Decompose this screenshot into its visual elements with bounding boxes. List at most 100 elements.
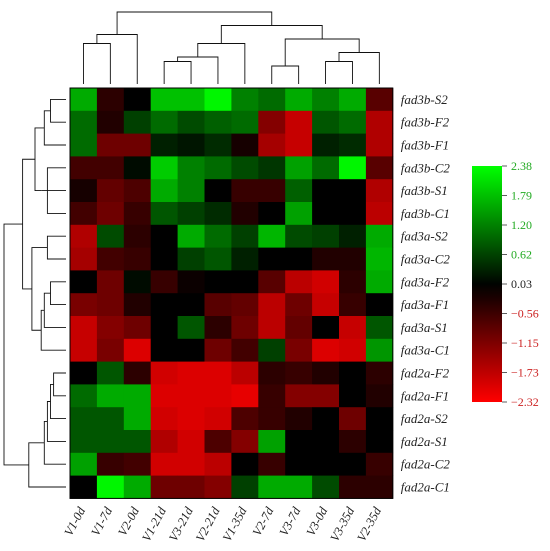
heatmap-cell-fad3b-C1-V2-0d	[123, 202, 152, 226]
column-dendrogram-link-5	[271, 65, 300, 84]
heatmap-cell-fad3b-S2-V2-35d	[365, 88, 394, 112]
column-label-V3-7d: V3-7d	[277, 504, 304, 538]
row-dendrogram-link-10	[22, 158, 35, 290]
row-label-fad3b-S2: fad3b-S2	[401, 92, 448, 107]
heatmap-cell-fad3b-S2-V3-0d	[312, 88, 340, 112]
color-scale-legend: 2.38 1.79 1.20 0.62 0.03 −0.56 −1.15 −1.73 −2.32	[472, 159, 539, 409]
heatmap-cell-fad3b-F2-V3-21d	[177, 110, 205, 134]
column-label-V1-7d: V1-7d	[88, 504, 115, 538]
heatmap-cell-fad2a-C1-V1-35d	[231, 475, 259, 499]
heatmap-cell-fad3b-S1-V3-21d	[177, 179, 205, 203]
column-label-V3-35d: V3-35d	[328, 504, 358, 544]
heatmap-cell-fad2a-S1-V3-35d	[339, 430, 367, 454]
color-scale-tick-label: 0.62	[511, 248, 532, 262]
heatmap-cell-fad2a-C1-V2-7d	[258, 475, 286, 499]
heatmap-cell-fad3b-S1-V1-7d	[96, 179, 125, 203]
column-label-V1-0d: V1-0d	[62, 504, 89, 538]
row-label-fad3b-F2: fad3b-F2	[401, 115, 450, 130]
heatmap-cell-fad2a-F2-V2-0d	[123, 361, 152, 385]
heatmap-cell-fad3a-S2-V1-35d	[231, 224, 259, 248]
heatmap-cell-fad3b-F1-V2-35d	[365, 133, 394, 157]
heatmap-cell-fad3a-C2-V3-21d	[177, 247, 205, 271]
color-scale-tick-label: 2.38	[511, 159, 532, 173]
heatmap-cell-fad3a-C2-V3-0d	[312, 247, 340, 271]
color-scale-bar	[472, 166, 502, 402]
heatmap-cell-fad3b-S2-V1-35d	[231, 88, 259, 112]
column-dendrogram-link-6	[325, 61, 353, 84]
heatmap-cell-fad3a-S1-V2-35d	[365, 316, 394, 340]
heatmap-cell-fad3b-F1-V3-0d	[312, 133, 340, 157]
heatmap-cell-fad3b-F1-V2-7d	[258, 133, 286, 157]
row-dendrogram-link-6	[50, 281, 66, 306]
heatmap-cell-fad3a-C1-V2-0d	[123, 338, 152, 362]
heatmap-cell-fad3a-C1-V1-21d	[150, 338, 178, 362]
heatmap-cell-fad2a-C2-V3-21d	[177, 452, 205, 476]
heatmap-cell-fad3a-S2-V1-7d	[96, 224, 125, 248]
heatmap-cell-fad3b-C1-V1-0d	[70, 202, 98, 226]
heatmap-cell-fad2a-F1-V3-0d	[312, 384, 340, 408]
heatmap-cell-fad3a-S2-V3-0d	[312, 224, 340, 248]
heatmap-cell-fad3b-S2-V3-21d	[177, 88, 205, 112]
heatmap-cell-fad2a-S1-V1-35d	[231, 430, 259, 454]
heatmap-cell-fad3a-S1-V3-35d	[339, 316, 367, 340]
heatmap-cell-fad2a-F1-V3-21d	[177, 384, 205, 408]
row-dendrogram-link-9	[31, 247, 48, 331]
heatmap-cell-fad2a-S2-V3-0d	[312, 407, 340, 431]
row-label-fad3a-C1: fad3a-C1	[401, 343, 450, 358]
heatmap-cell-fad3a-C1-V2-35d	[365, 338, 394, 362]
heatmap-cell-fad2a-S2-V2-7d	[258, 407, 286, 431]
heatmap-cell-fad3b-F1-V1-21d	[150, 133, 178, 157]
column-dendrogram-link-7	[338, 52, 380, 84]
column-label-V2-21d: V2-21d	[193, 504, 223, 544]
heatmap-cell-fad3a-F1-V3-35d	[339, 293, 367, 317]
heatmap-cell-fad3a-C1-V3-21d	[177, 338, 205, 362]
heatmap-cell-fad2a-F1-V1-35d	[231, 384, 259, 408]
row-label-fad3a-S1: fad3a-S1	[401, 320, 448, 335]
heatmap-cell-fad3b-F2-V1-7d	[96, 110, 125, 134]
heatmap-cell-fad3b-F1-V3-21d	[177, 133, 205, 157]
heatmap-cell-fad2a-C1-V3-7d	[285, 475, 313, 499]
heatmap-cell-fad3a-F2-V2-21d	[204, 270, 232, 294]
row-dendrogram-link-1	[43, 110, 66, 146]
heatmap-cell-fad3a-S2-V1-21d	[150, 224, 178, 248]
heatmap-cell-fad3a-F2-V1-0d	[70, 270, 98, 294]
row-dendrogram	[3, 98, 66, 488]
heatmap-cell-fad3b-C1-V3-21d	[177, 202, 205, 226]
row-dendrogram-link-0	[50, 98, 66, 123]
heatmap-cell-fad3a-C2-V1-0d	[70, 247, 98, 271]
heatmap-cell-fad3b-F2-V3-7d	[285, 110, 313, 134]
color-scale-tick-label: −1.15	[511, 336, 539, 350]
row-label-fad3a-S2: fad3a-S2	[401, 229, 448, 244]
heatmap-cell-fad3b-C2-V2-7d	[258, 156, 286, 180]
column-label-V2-35d: V2-35d	[354, 504, 384, 544]
row-labels: fad3b-S2 fad3b-F2 fad3b-F1 fad3b-C2 fad3b-S1…	[401, 92, 451, 495]
row-label-fad2a-S1: fad2a-S1	[401, 434, 448, 449]
color-scale-tick-label: 1.79	[511, 189, 532, 203]
heatmap-cell-fad2a-C1-V2-0d	[123, 475, 152, 499]
heatmap-cell-fad2a-S2-V2-21d	[204, 407, 232, 431]
heatmap-cell-fad3a-F2-V1-21d	[150, 270, 178, 294]
heatmap-cell-fad2a-C2-V1-0d	[70, 452, 98, 476]
heatmap-cell-fad3a-F2-V1-35d	[231, 270, 259, 294]
heatmap-cell-fad2a-F1-V3-35d	[339, 384, 367, 408]
heatmap-cell-fad3a-F2-V3-7d	[285, 270, 313, 294]
heatmap-cell-fad3b-F2-V1-21d	[150, 110, 178, 134]
heatmap-cell-fad2a-F2-V2-35d	[365, 361, 394, 385]
row-label-fad3a-F2: fad3a-F2	[401, 274, 450, 289]
column-dendrogram-link-1	[96, 34, 138, 84]
heatmap-cell-fad2a-S2-V3-35d	[339, 407, 367, 431]
heatmap-cell-fad3a-C2-V1-7d	[96, 247, 125, 271]
heatmap-cell-fad3b-C2-V2-35d	[365, 156, 394, 180]
heatmap-cell-fad3b-C2-V3-35d	[339, 156, 367, 180]
heatmap-cell-fad2a-S1-V2-35d	[365, 430, 394, 454]
heatmap-cell-fad3b-S1-V1-21d	[150, 179, 178, 203]
heatmap-cell-fad2a-F2-V3-35d	[339, 361, 367, 385]
heatmap-cell-fad3b-C1-V2-35d	[365, 202, 394, 226]
heatmap-cell-fad3a-F2-V3-21d	[177, 270, 205, 294]
heatmap-cell-fad2a-F2-V3-0d	[312, 361, 340, 385]
row-dendrogram-link-8	[40, 309, 66, 351]
heatmap-cell-fad3a-C2-V1-35d	[231, 247, 259, 271]
heatmap-cell-fad3a-C2-V2-21d	[204, 247, 232, 271]
heatmap-cell-fad3b-C2-V3-0d	[312, 156, 340, 180]
heatmap-cell-fad2a-S2-V3-7d	[285, 407, 313, 431]
